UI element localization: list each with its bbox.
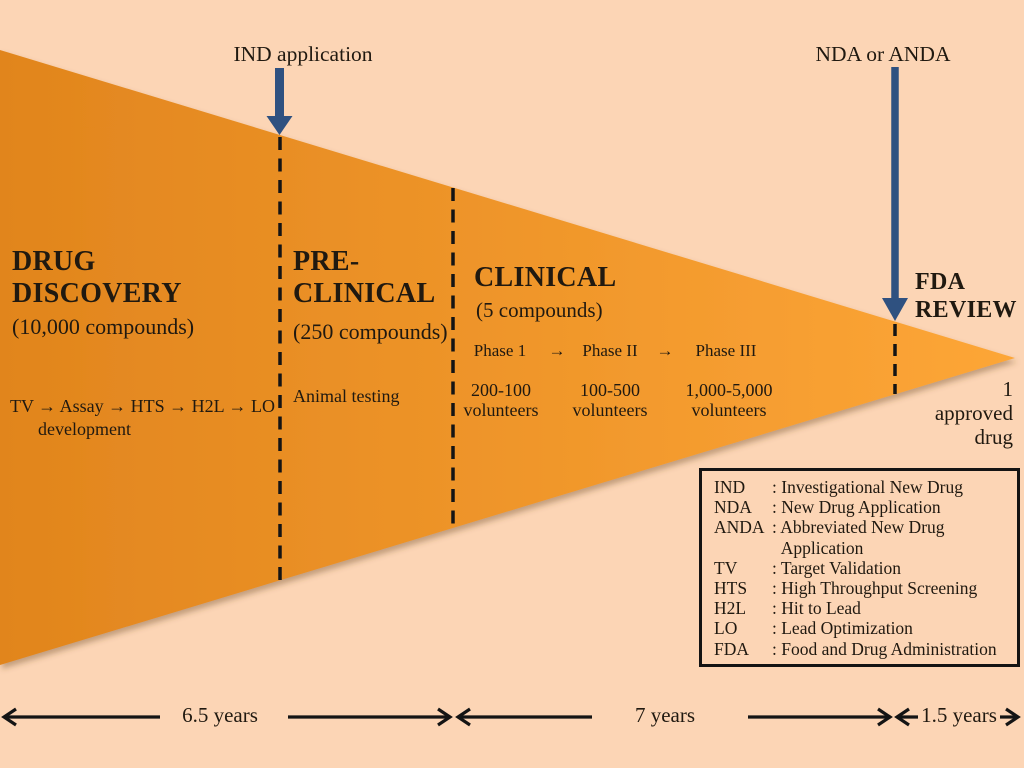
abbreviation-legend: IND : Investigational New Drug NDA : New… — [699, 468, 1020, 667]
stage-compounds-preclinical: (250 compounds) — [293, 319, 448, 344]
legend-row: FDA : Food and Drug Administration — [714, 639, 1011, 659]
phase-arrow-icon: → — [548, 341, 566, 360]
legend-abbr: HTS — [714, 578, 748, 599]
legend-row: NDA : New Drug Application — [714, 497, 1011, 517]
legend-row: HTS : High Throughput Screening — [714, 578, 1011, 598]
stage-compounds-clinical: (5 compounds) — [476, 298, 603, 322]
legend-row: ANDA : Abbreviated New Drug Application — [714, 517, 1011, 557]
legend-definition: : Food and Drug Administration — [772, 638, 997, 659]
legend-definition: : New Drug Application — [772, 497, 941, 518]
legend-definition: : Target Validation — [772, 557, 902, 578]
phase-1-volunteers: 200-100 volunteers — [463, 380, 539, 420]
legend-abbr: FDA — [714, 638, 750, 659]
volunteer-range: 100-500 — [579, 380, 640, 400]
legend-row: IND : Investigational New Drug — [714, 477, 1011, 497]
stage-title-drug-discovery: DRUG DISCOVERY — [12, 246, 182, 309]
legend-abbr: TV — [714, 557, 738, 578]
discovery-process-line1: TV → Assay → HTS → H2L → LO — [10, 396, 275, 416]
legend-abbr: ANDA — [714, 517, 765, 538]
timeline-arrows — [1, 707, 1021, 727]
volunteer-unit: volunteers — [572, 399, 648, 420]
stage-title-clinical: CLINICAL — [474, 262, 617, 293]
stage-title-fda-review: FDA REVIEW — [915, 269, 1017, 323]
phase-arrow-icon: → — [656, 341, 674, 360]
preclinical-detail: Animal testing — [293, 386, 400, 406]
volunteer-range: 200-100 — [470, 380, 531, 400]
timeline-label-discovery: 6.5 years — [182, 703, 258, 727]
volunteer-unit: volunteers — [463, 399, 539, 420]
legend-row: TV : Target Validation — [714, 558, 1011, 578]
nda-arrow — [882, 67, 908, 321]
phase-3-label: Phase III — [695, 341, 757, 360]
legend-definition: : Lead Optimization — [772, 618, 913, 639]
nda-anda-label: NDA or ANDA — [815, 42, 951, 66]
stage-compounds-drug-discovery: (10,000 compounds) — [12, 314, 195, 339]
legend-abbr: H2L — [714, 598, 747, 619]
timeline-label-fda: 1.5 years — [921, 703, 997, 727]
legend-abbr: IND — [714, 477, 746, 497]
legend-abbr: NDA — [714, 497, 752, 518]
legend-definition: : Hit to Lead — [772, 598, 861, 619]
approved-drug-outcome: 1 approved drug — [934, 377, 1013, 449]
ind-arrow — [266, 68, 293, 135]
phase-2-volunteers: 100-500 volunteers — [572, 380, 648, 420]
phase-1-label: Phase 1 — [473, 341, 527, 360]
legend-row: LO : Lead Optimization — [714, 618, 1011, 638]
ind-application-label: IND application — [233, 42, 373, 66]
phase-2-label: Phase II — [582, 341, 638, 360]
discovery-process-line2: development — [38, 419, 131, 439]
legend-definition: : Investigational New Drug — [772, 477, 963, 497]
legend-row: H2L : Hit to Lead — [714, 598, 1011, 618]
phase-3-volunteers: 1,000-5,000 volunteers — [685, 380, 773, 420]
timeline-label-clinical: 7 years — [634, 703, 696, 727]
volunteer-range: 1,000-5,000 — [685, 380, 773, 400]
legend-definition: : Abbreviated New Drug Application — [772, 517, 945, 558]
volunteer-unit: volunteers — [691, 399, 767, 420]
funnel-triangle — [0, 50, 1015, 665]
legend-definition: : High Throughput Screening — [772, 578, 978, 599]
stage-title-preclinical: PRE- CLINICAL — [293, 246, 436, 309]
legend-abbr: LO — [714, 618, 738, 639]
